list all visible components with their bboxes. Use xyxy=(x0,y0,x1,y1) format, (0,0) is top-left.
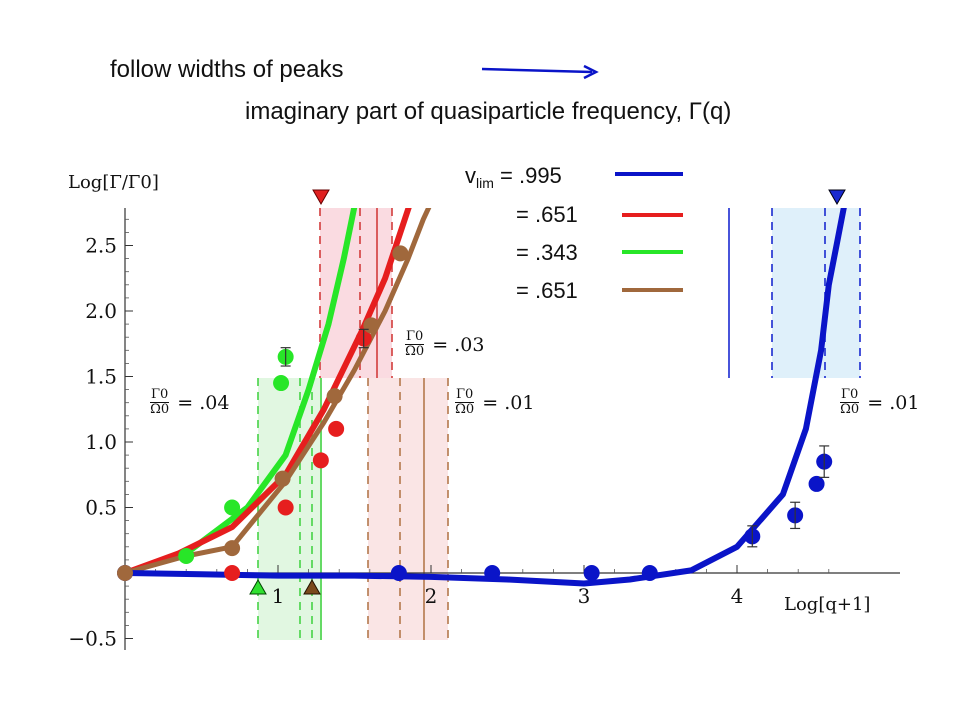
data-point-brown xyxy=(224,540,241,557)
marker-green-triangle xyxy=(249,578,267,595)
ratio-label-red: Γ0 Ω0 = .03 xyxy=(405,330,484,359)
ratio-den: Ω0 xyxy=(455,402,475,417)
legend-row-2: = .343 xyxy=(516,240,578,266)
header-arrow-head xyxy=(583,64,599,80)
data-point-red xyxy=(312,452,329,469)
legend-v-symbol: v xyxy=(465,163,476,188)
data-point-red xyxy=(277,499,294,516)
y-tick-label: 1.0 xyxy=(85,430,117,454)
ratio-num: Γ0 xyxy=(405,329,425,345)
ratio-value: = .03 xyxy=(432,333,485,356)
ratio-label-brown: Γ0 Ω0 = .01 xyxy=(455,388,534,417)
data-point-blue xyxy=(390,565,407,581)
ratio-value: = .01 xyxy=(482,391,535,414)
y-tick-label: 2.0 xyxy=(85,299,117,323)
marker-red-triangle xyxy=(312,189,330,206)
legend-row-1: = .651 xyxy=(516,202,578,228)
legend-label-3: .651 xyxy=(534,278,578,303)
data-point-brown xyxy=(392,245,409,262)
x-axis-label: Log[q+1] xyxy=(784,594,870,615)
y-axis-label: Log[Γ/Γ0] xyxy=(68,172,159,193)
x-tick-label: 3 xyxy=(578,584,591,608)
x-tick-label: 1 xyxy=(272,584,285,608)
x-tick-label: 2 xyxy=(425,584,438,608)
ratio-num: Γ0 xyxy=(840,387,860,403)
data-point-blue xyxy=(641,565,658,581)
data-point-blue xyxy=(484,565,501,581)
legend-row-0: vlim = .995 xyxy=(465,163,562,191)
ratio-den: Ω0 xyxy=(840,402,860,417)
ratio-num: Γ0 xyxy=(455,387,475,403)
band-blue xyxy=(772,208,860,378)
data-point-brown xyxy=(274,470,291,487)
y-tick-label: −0.5 xyxy=(68,627,117,651)
ratio-den: Ω0 xyxy=(405,344,425,359)
ratio-label-blue: Γ0 Ω0 = .01 xyxy=(840,388,919,417)
data-point-green xyxy=(224,499,241,516)
legend-prefix-3: = xyxy=(516,278,535,303)
ratio-label-green: Γ0 Ω0 = .04 xyxy=(150,388,229,417)
ratio-num: Γ0 xyxy=(150,387,170,403)
legend-label-0: .995 xyxy=(518,163,562,188)
header-arrow-line xyxy=(481,67,593,74)
legend-prefix-1: = xyxy=(516,202,535,227)
data-point-green xyxy=(273,375,290,392)
header-follow-widths: follow widths of peaks xyxy=(110,56,344,83)
data-point-red xyxy=(328,420,345,437)
ratio-value: = .01 xyxy=(867,391,920,414)
band-brown xyxy=(368,378,448,640)
ratio-den: Ω0 xyxy=(150,402,170,417)
y-tick-label: 2.5 xyxy=(85,234,117,258)
data-point-brown xyxy=(363,317,380,334)
data-point-brown xyxy=(326,388,343,405)
ratio-fraction: Γ0 Ω0 xyxy=(150,387,170,417)
ratio-fraction: Γ0 Ω0 xyxy=(455,387,475,417)
data-point-red xyxy=(224,565,241,581)
legend-prefix-2: = xyxy=(516,240,535,265)
x-tick-label: 4 xyxy=(731,584,744,608)
series-line-blue xyxy=(122,208,847,587)
marker-blue-triangle xyxy=(828,189,846,206)
data-point-blue xyxy=(808,475,825,492)
legend-label-2: .343 xyxy=(534,240,578,265)
data-point-green xyxy=(178,547,195,564)
ratio-value: = .04 xyxy=(177,391,230,414)
ratio-fraction: Γ0 Ω0 xyxy=(405,329,425,359)
legend-v-subscript: lim xyxy=(476,175,494,191)
data-point-blue xyxy=(583,565,600,581)
data-point-brown xyxy=(117,565,133,581)
header-imaginary-part: imaginary part of quasiparticle frequenc… xyxy=(245,98,732,125)
y-tick-label: 1.5 xyxy=(85,365,117,389)
marker-brown-triangle xyxy=(303,578,321,595)
legend-row-3: = .651 xyxy=(516,278,578,304)
y-tick-label: 0.5 xyxy=(85,496,117,520)
legend-label-1: .651 xyxy=(534,202,578,227)
ratio-fraction: Γ0 Ω0 xyxy=(840,387,860,417)
legend-prefix-0: = xyxy=(493,163,519,188)
